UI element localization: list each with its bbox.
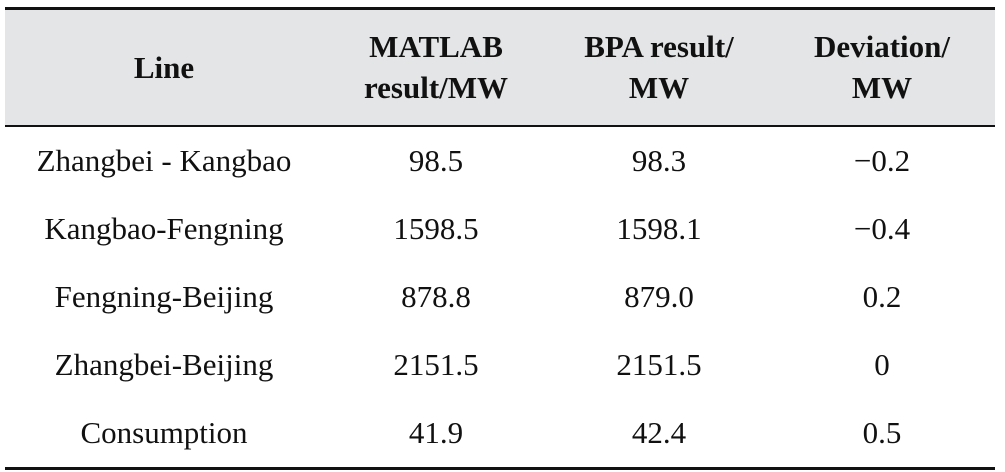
cell-deviation: −0.2	[853, 142, 911, 178]
cell-matlab: 878.8	[401, 278, 471, 314]
cell-deviation: 0	[874, 346, 890, 382]
header-matlab-text-1: MATLAB	[369, 29, 503, 65]
header-deviation-text-1: Deviation/	[813, 29, 951, 65]
comparison-table: Line MATLAB result/MW BPA result/ MW Dev…	[5, 7, 995, 470]
header-bpa-text-1: BPA result/	[584, 29, 734, 65]
header-deviation-text-2: MW	[851, 70, 913, 106]
cell-deviation: −0.4	[853, 210, 911, 246]
header-row: Line MATLAB result/MW BPA result/ MW Dev…	[5, 8, 995, 126]
header-matlab-result: MATLAB result/MW	[323, 9, 549, 126]
table-row: Fengning-Beijing 878.8 879.0 0.2	[5, 263, 995, 331]
table-row: Consumption 41.9 42.4 0.5	[5, 399, 995, 468]
cell-line: Zhangbei-Beijing	[54, 346, 274, 382]
cell-matlab: 2151.5	[393, 346, 479, 382]
cell-matlab: 41.9	[408, 414, 464, 450]
cell-deviation: 0.2	[862, 278, 902, 314]
cell-matlab: 1598.5	[393, 210, 479, 246]
header-bpa-result: BPA result/ MW	[549, 9, 769, 126]
table-row: Zhangbei-Beijing 2151.5 2151.5 0	[5, 331, 995, 399]
header-bpa-text-2: MW	[628, 70, 690, 106]
cell-bpa: 42.4	[631, 414, 687, 450]
cell-line: Kangbao-Fengning	[44, 210, 284, 246]
header-line-text: Line	[133, 49, 195, 85]
header-line: Line	[5, 9, 323, 126]
cell-bpa: 1598.1	[616, 210, 702, 246]
cell-line: Fengning-Beijing	[54, 278, 274, 314]
table-row: Kangbao-Fengning 1598.5 1598.1 −0.4	[5, 195, 995, 263]
header-matlab-text-2: result/MW	[363, 70, 509, 106]
header-deviation: Deviation/ MW	[769, 9, 995, 126]
cell-bpa: 98.3	[631, 142, 687, 178]
cell-line: Zhangbei - Kangbao	[36, 142, 292, 178]
cell-matlab: 98.5	[408, 142, 464, 178]
cell-line: Consumption	[80, 414, 248, 450]
comparison-table-container: Line MATLAB result/MW BPA result/ MW Dev…	[5, 7, 995, 468]
cell-bpa: 879.0	[624, 278, 694, 314]
table-body: Zhangbei - Kangbao 98.5 98.3 −0.2 Kangba…	[5, 126, 995, 468]
cell-bpa: 2151.5	[616, 346, 702, 382]
table-header: Line MATLAB result/MW BPA result/ MW Dev…	[5, 8, 995, 126]
table-row: Zhangbei - Kangbao 98.5 98.3 −0.2	[5, 126, 995, 195]
cell-deviation: 0.5	[862, 414, 902, 450]
